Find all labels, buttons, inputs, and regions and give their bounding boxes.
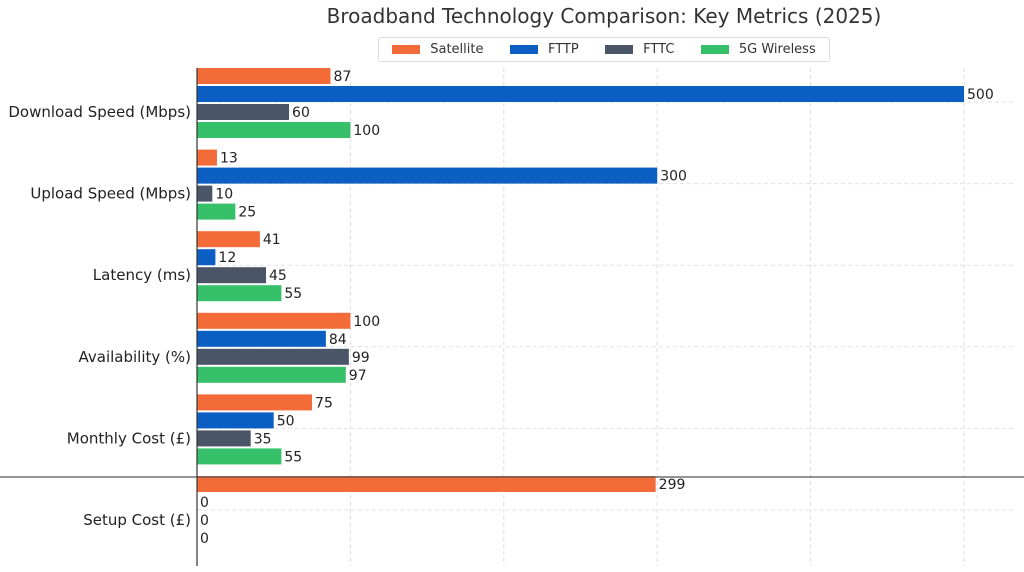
legend-swatch (700, 45, 729, 54)
legend-label: FTTC (643, 42, 675, 57)
data-label: 13 (220, 151, 238, 167)
bar-fttp (197, 167, 658, 184)
bar-5g-wireless (197, 366, 346, 383)
data-label: 299 (659, 477, 686, 493)
legend-label: Satellite (430, 42, 484, 57)
data-label: 87 (333, 69, 351, 85)
legend-item-fttp: FTTP (509, 42, 579, 57)
data-label: 100 (353, 123, 380, 139)
bar-satellite (197, 312, 351, 329)
bar-fttc (197, 430, 251, 447)
bar-5g-wireless (197, 122, 351, 138)
data-label: 35 (254, 431, 272, 447)
bar-5g-wireless (197, 448, 282, 465)
data-label: 0 (200, 495, 209, 511)
data-label: 500 (967, 87, 994, 103)
bar-fttc (197, 267, 267, 284)
data-label: 75 (315, 395, 333, 411)
category-label: Setup Cost (£) (83, 511, 191, 529)
bar-satellite (197, 149, 217, 166)
bar-fttp (197, 330, 326, 347)
data-label: 45 (269, 268, 287, 284)
bar-satellite (197, 394, 313, 411)
bar-satellite (197, 68, 331, 84)
chart-title: Broadband Technology Comparison: Key Met… (326, 4, 882, 28)
data-label: 10 (215, 187, 233, 203)
category-label: Download Speed (Mbps) (8, 103, 191, 121)
legend-label: 5G Wireless (738, 42, 816, 57)
legend-label: FTTP (547, 42, 579, 57)
data-label: 97 (349, 368, 367, 384)
bar-5g-wireless (197, 285, 282, 302)
category-label: Latency (ms) (93, 266, 191, 284)
bar-fttp (197, 412, 274, 429)
data-label: 12 (218, 250, 236, 266)
legend: Satellite FTTP FTTC 5G Wireless (378, 37, 830, 62)
bar-fttp (197, 249, 216, 266)
data-label: 41 (263, 232, 281, 248)
bar-satellite (197, 476, 656, 492)
bar-satellite (197, 231, 260, 248)
legend-item-fttc: FTTC (605, 42, 674, 57)
data-label: 300 (660, 169, 687, 185)
legend-swatch (509, 45, 538, 54)
data-label: 0 (200, 531, 209, 547)
bar-fttc (197, 185, 213, 202)
category-label: Availability (%) (79, 348, 192, 366)
data-label: 55 (284, 286, 302, 302)
data-label: 60 (292, 105, 310, 121)
bar-fttp (197, 86, 964, 102)
data-label: 99 (352, 350, 370, 366)
category-label: Monthly Cost (£) (67, 429, 191, 447)
bar-5g-wireless (197, 203, 236, 220)
category-label: Upload Speed (Mbps) (30, 185, 191, 203)
legend-item-5g-wireless: 5G Wireless (700, 42, 816, 57)
data-label: 55 (284, 449, 302, 465)
legend-swatch (392, 45, 421, 54)
bar-fttc (197, 104, 290, 120)
data-label: 0 (200, 513, 209, 529)
data-label: 84 (329, 332, 347, 348)
data-label: 50 (277, 413, 295, 429)
data-label: 100 (353, 314, 380, 330)
legend-item-satellite: Satellite (392, 42, 483, 57)
legend-swatch (605, 45, 634, 54)
bar-fttc (197, 348, 349, 365)
data-label: 25 (238, 205, 256, 221)
